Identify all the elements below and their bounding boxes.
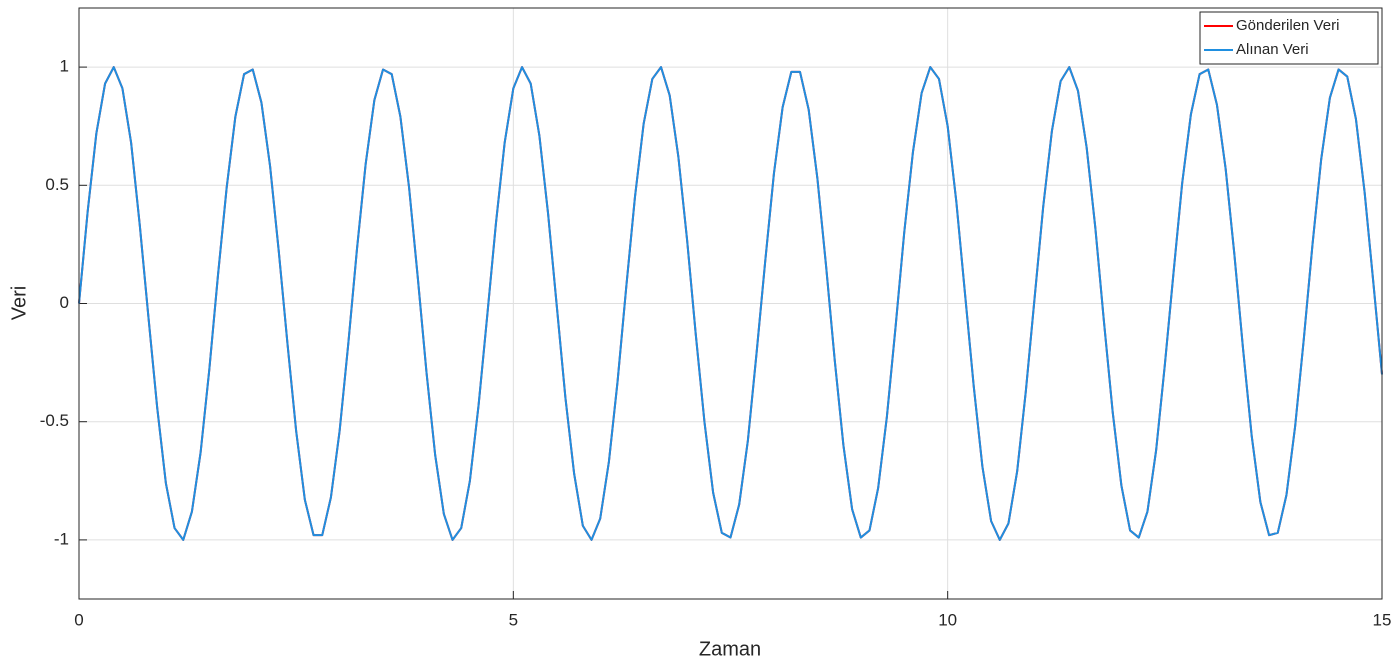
y-tick-label: 0.5 (45, 175, 69, 194)
x-tick-label: 15 (1373, 610, 1392, 629)
x-tick-label: 10 (938, 610, 957, 629)
x-tick-label: 5 (509, 610, 518, 629)
y-axis-label: Veri (8, 286, 30, 320)
legend-label: Alınan Veri (1236, 41, 1309, 58)
legend-label: Gönderilen Veri (1236, 17, 1339, 34)
y-tick-label: 1 (60, 57, 69, 76)
x-axis-label: Zaman (699, 638, 761, 660)
data-line (78, 66, 1383, 541)
legend-box (1199, 11, 1379, 65)
x-tick-label: 0 (74, 610, 83, 629)
y-tick-label: -1 (54, 529, 69, 548)
y-tick-label: 0 (60, 293, 69, 312)
y-tick-label: -0.5 (40, 411, 69, 430)
axes-box (78, 7, 1383, 600)
